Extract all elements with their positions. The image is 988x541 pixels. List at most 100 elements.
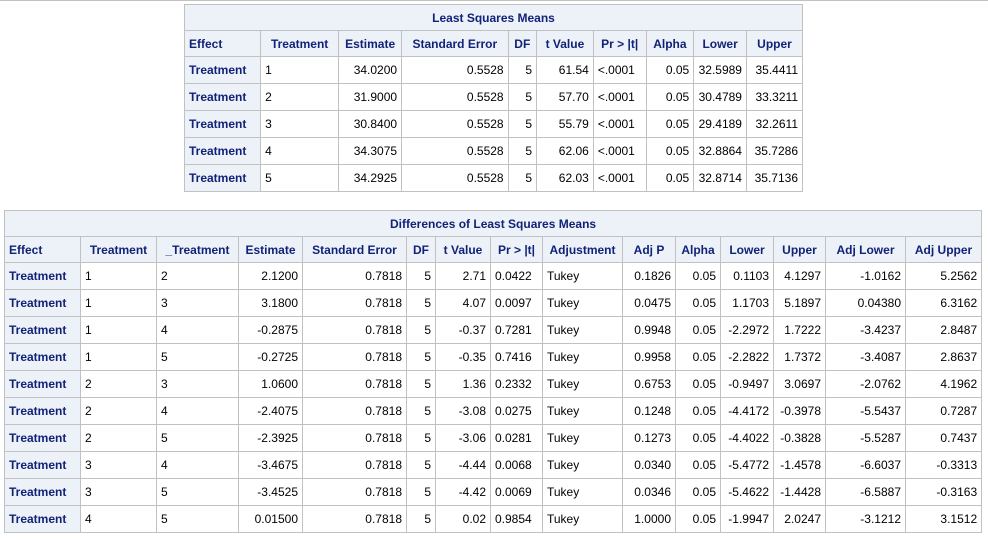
table-cell: -1.4428 <box>773 478 826 506</box>
table-cell: 0.0281 <box>490 424 543 452</box>
table-cell: 2 <box>156 262 239 290</box>
table-row: Treatment 2 3 1.0600 0.7818 5 1.36 0.2332 Tukey 0… <box>4 370 983 398</box>
table-cell: 32.8864 <box>693 137 747 165</box>
table-cell: -5.5287 <box>825 424 906 452</box>
row-header-cell: Treatment <box>4 343 81 371</box>
table-cell: <.0001 <box>592 137 647 165</box>
table-row: Treatment 1 5 -0.2725 0.7818 5 -0.35 0.7416 Tuke… <box>4 343 983 371</box>
table-cell: 0.0097 <box>490 289 543 317</box>
table-cell: 0.05 <box>675 370 721 398</box>
table-cell: 0.05 <box>645 56 695 84</box>
table-cell: Tukey <box>542 262 623 290</box>
table-cell: -3.4675 <box>238 451 303 479</box>
table-cell: 0.5528 <box>401 83 509 111</box>
table-cell: 1 <box>80 262 157 290</box>
table-cell: -2.3925 <box>238 424 303 452</box>
table-cell: 5 <box>507 56 538 84</box>
table-row: Treatment 2 31.9000 0.5528 5 57.70 <.0001 0.05 3… <box>183 83 804 111</box>
table-cell: 0.0275 <box>490 397 543 425</box>
table-cell: 1 <box>80 289 157 317</box>
table-cell: 0.05 <box>675 343 721 371</box>
column-header: Adj Lower <box>825 236 906 263</box>
table-cell: 1.7222 <box>773 316 826 344</box>
table-cell: 0.05 <box>675 478 721 506</box>
table-cell: 5 <box>507 83 538 111</box>
table-cell: 4 <box>156 316 239 344</box>
table-cell: 0.05 <box>675 451 721 479</box>
table-cell: 29.4189 <box>693 110 747 138</box>
table-cell: 3 <box>80 478 157 506</box>
row-header-cell: Treatment <box>4 451 81 479</box>
table-cell: Tukey <box>542 343 623 371</box>
table-cell: -0.2725 <box>238 343 303 371</box>
table-cell: Tukey <box>542 289 623 317</box>
table-cell: 5 <box>156 478 239 506</box>
table-cell: Tukey <box>542 397 623 425</box>
diffs-title: Differences of Least Squares Means <box>3 210 983 237</box>
column-header: DF <box>406 236 436 263</box>
table-cell: 0.7818 <box>302 505 407 533</box>
table-cell: 2 <box>80 397 157 425</box>
table-cell: 0.0346 <box>622 478 676 506</box>
table-cell: -3.1212 <box>825 505 906 533</box>
row-header-cell: Treatment <box>4 397 81 425</box>
table-cell: 0.04380 <box>825 289 906 317</box>
column-header: Lower <box>720 236 774 263</box>
table-cell: 0.7818 <box>302 289 407 317</box>
table-cell: 0.05 <box>675 289 721 317</box>
table-cell: 2 <box>260 83 340 111</box>
row-header-cell: Treatment <box>183 83 262 111</box>
table-cell: 5 <box>406 370 436 398</box>
table-cell: 5 <box>507 110 538 138</box>
column-header: Upper <box>773 236 826 263</box>
table-cell: 0.9958 <box>622 343 676 371</box>
column-header: DF <box>507 30 538 57</box>
row-header-cell: Treatment <box>4 370 81 398</box>
table-cell: 5 <box>156 424 239 452</box>
table-cell: 0.0069 <box>490 478 543 506</box>
table-cell: 5 <box>406 316 436 344</box>
column-header: Adj P <box>622 236 676 263</box>
column-header: Effect <box>183 30 262 57</box>
table-cell: 5 <box>406 424 436 452</box>
table-cell: 1 <box>80 343 157 371</box>
table-cell: -4.4172 <box>720 397 774 425</box>
table-cell: <.0001 <box>592 110 647 138</box>
table-cell: -3.06 <box>435 424 491 452</box>
row-header-cell: Treatment <box>4 262 81 290</box>
table-cell: 3.1512 <box>904 505 983 533</box>
table-cell: <.0001 <box>592 56 647 84</box>
table-cell: 0.6753 <box>622 370 676 398</box>
column-header: Estimate <box>338 30 403 57</box>
table-cell: -0.3828 <box>773 424 826 452</box>
table-row: Treatment 4 34.3075 0.5528 5 62.06 <.0001 0.05 3… <box>183 137 804 165</box>
table-cell: 0.7818 <box>302 424 407 452</box>
table-cell: 2.71 <box>435 262 491 290</box>
table-cell: 0.7818 <box>302 451 407 479</box>
table-cell: 5 <box>507 164 538 192</box>
table-cell: 0.1248 <box>622 397 676 425</box>
table-cell: 0.01500 <box>238 505 303 533</box>
table-cell: -1.0162 <box>825 262 906 290</box>
column-header: Treatment <box>80 236 157 263</box>
table-cell: 5 <box>156 505 239 533</box>
table-row: Treatment 1 34.0200 0.5528 5 61.54 <.0001 0.05 3… <box>183 56 804 84</box>
table-cell: 4 <box>156 397 239 425</box>
table-cell: -2.2972 <box>720 316 774 344</box>
row-header-cell: Treatment <box>183 110 262 138</box>
table-cell: 0.7818 <box>302 343 407 371</box>
row-header-cell: Treatment <box>183 164 262 192</box>
table-cell: 5 <box>260 164 340 192</box>
table-cell: 3.0697 <box>773 370 826 398</box>
table-cell: 0.5528 <box>401 164 509 192</box>
table-cell: -0.9497 <box>720 370 774 398</box>
column-header: Standard Error <box>401 30 509 57</box>
table-cell: 0.05 <box>675 397 721 425</box>
table-cell: 2.1200 <box>238 262 303 290</box>
lsmeans-title: Least Squares Means <box>184 4 803 31</box>
table-cell: 5 <box>406 289 436 317</box>
table-cell: 3 <box>80 451 157 479</box>
table-cell: -0.3313 <box>904 451 983 479</box>
table-row: Treatment 5 34.2925 0.5528 5 62.03 <.0001 0.05 3… <box>183 164 804 192</box>
table-cell: 30.8400 <box>338 110 403 138</box>
